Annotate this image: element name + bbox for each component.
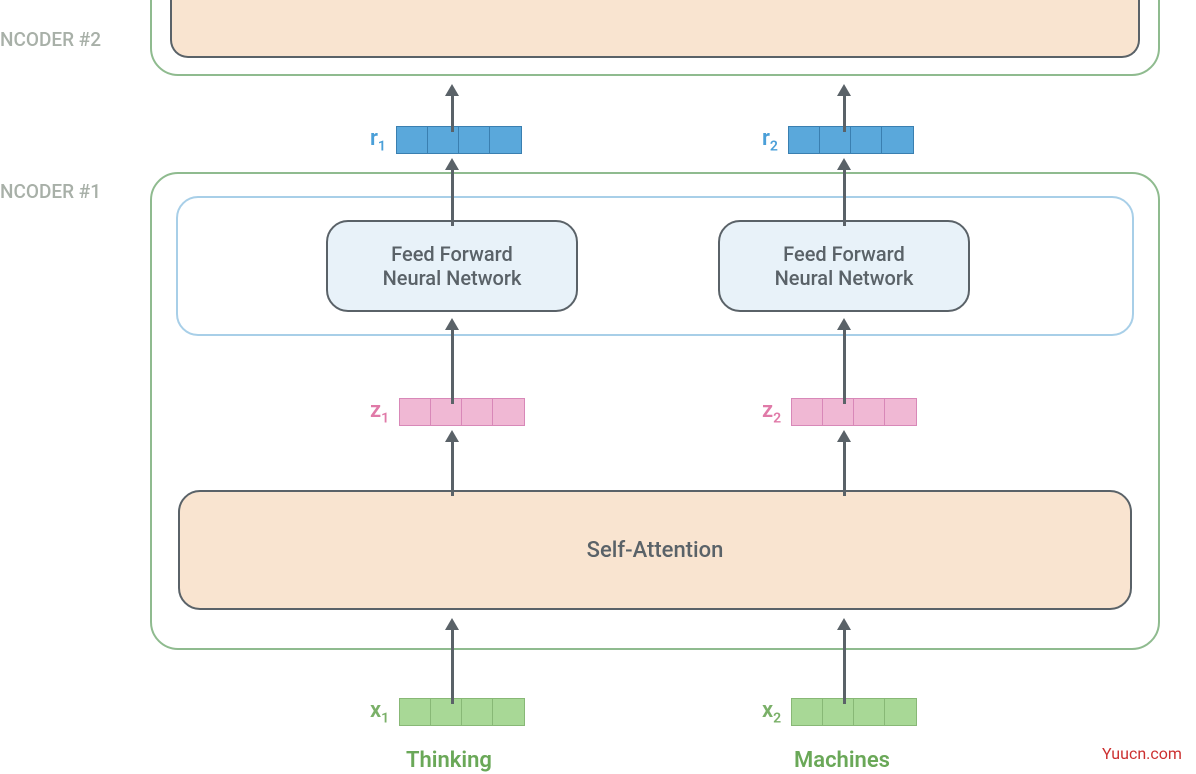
vector-cells — [399, 398, 525, 426]
vector-cell — [459, 127, 490, 153]
vector-cell — [397, 127, 428, 153]
arrow-up-icon — [445, 158, 459, 226]
ffn-line1: Feed Forward — [783, 242, 905, 266]
vector-label: r2 — [762, 126, 778, 154]
arrow-up-icon — [445, 618, 459, 704]
ffn-container — [176, 196, 1134, 336]
vector-cell — [400, 699, 431, 725]
vector-cell — [462, 699, 493, 725]
vector-label: x2 — [762, 698, 781, 726]
word-thinking: Thinking — [406, 748, 492, 773]
arrow-up-icon — [837, 158, 851, 226]
vector-cells — [791, 698, 917, 726]
vector-cell — [493, 699, 524, 725]
vector-cell — [792, 699, 823, 725]
ffn-line2: Neural Network — [383, 266, 522, 290]
vector-cell — [789, 127, 820, 153]
encoder-2-label: NCODER #2 — [0, 28, 101, 51]
ffn-box-2: Feed Forward Neural Network — [718, 220, 970, 312]
watermark: Yuucn.com — [1102, 744, 1182, 763]
vector-cell — [851, 127, 882, 153]
vector-cell — [885, 399, 916, 425]
vector-cell — [854, 699, 885, 725]
vector-label: x1 — [370, 698, 389, 726]
self-attention-box: Self-Attention — [178, 490, 1132, 610]
ffn-line2: Neural Network — [775, 266, 914, 290]
vector-cell — [493, 399, 524, 425]
vector-cell — [854, 399, 885, 425]
vector-label: r1 — [370, 126, 386, 154]
arrow-up-icon — [837, 430, 851, 496]
vector-cells — [399, 698, 525, 726]
vector-label: z1 — [370, 398, 389, 426]
arrow-up-icon — [445, 430, 459, 496]
vector-cell — [400, 399, 431, 425]
vector-label: z2 — [762, 398, 781, 426]
vector-cell — [490, 127, 521, 153]
arrow-up-icon — [837, 84, 851, 132]
arrow-up-icon — [445, 84, 459, 132]
ffn-box-1: Feed Forward Neural Network — [326, 220, 578, 312]
vector-cell — [792, 399, 823, 425]
vector-cell — [462, 399, 493, 425]
vector-cells — [791, 398, 917, 426]
word-machines: Machines — [794, 748, 890, 773]
arrow-up-icon — [445, 318, 459, 404]
encoder-1-label: NCODER #1 — [0, 180, 101, 203]
encoder-2-fill — [170, 0, 1140, 58]
arrow-up-icon — [837, 318, 851, 404]
arrow-up-icon — [837, 618, 851, 704]
ffn-line1: Feed Forward — [391, 242, 513, 266]
vector-cell — [885, 699, 916, 725]
vector-cell — [882, 127, 913, 153]
self-attention-text: Self-Attention — [587, 538, 724, 563]
